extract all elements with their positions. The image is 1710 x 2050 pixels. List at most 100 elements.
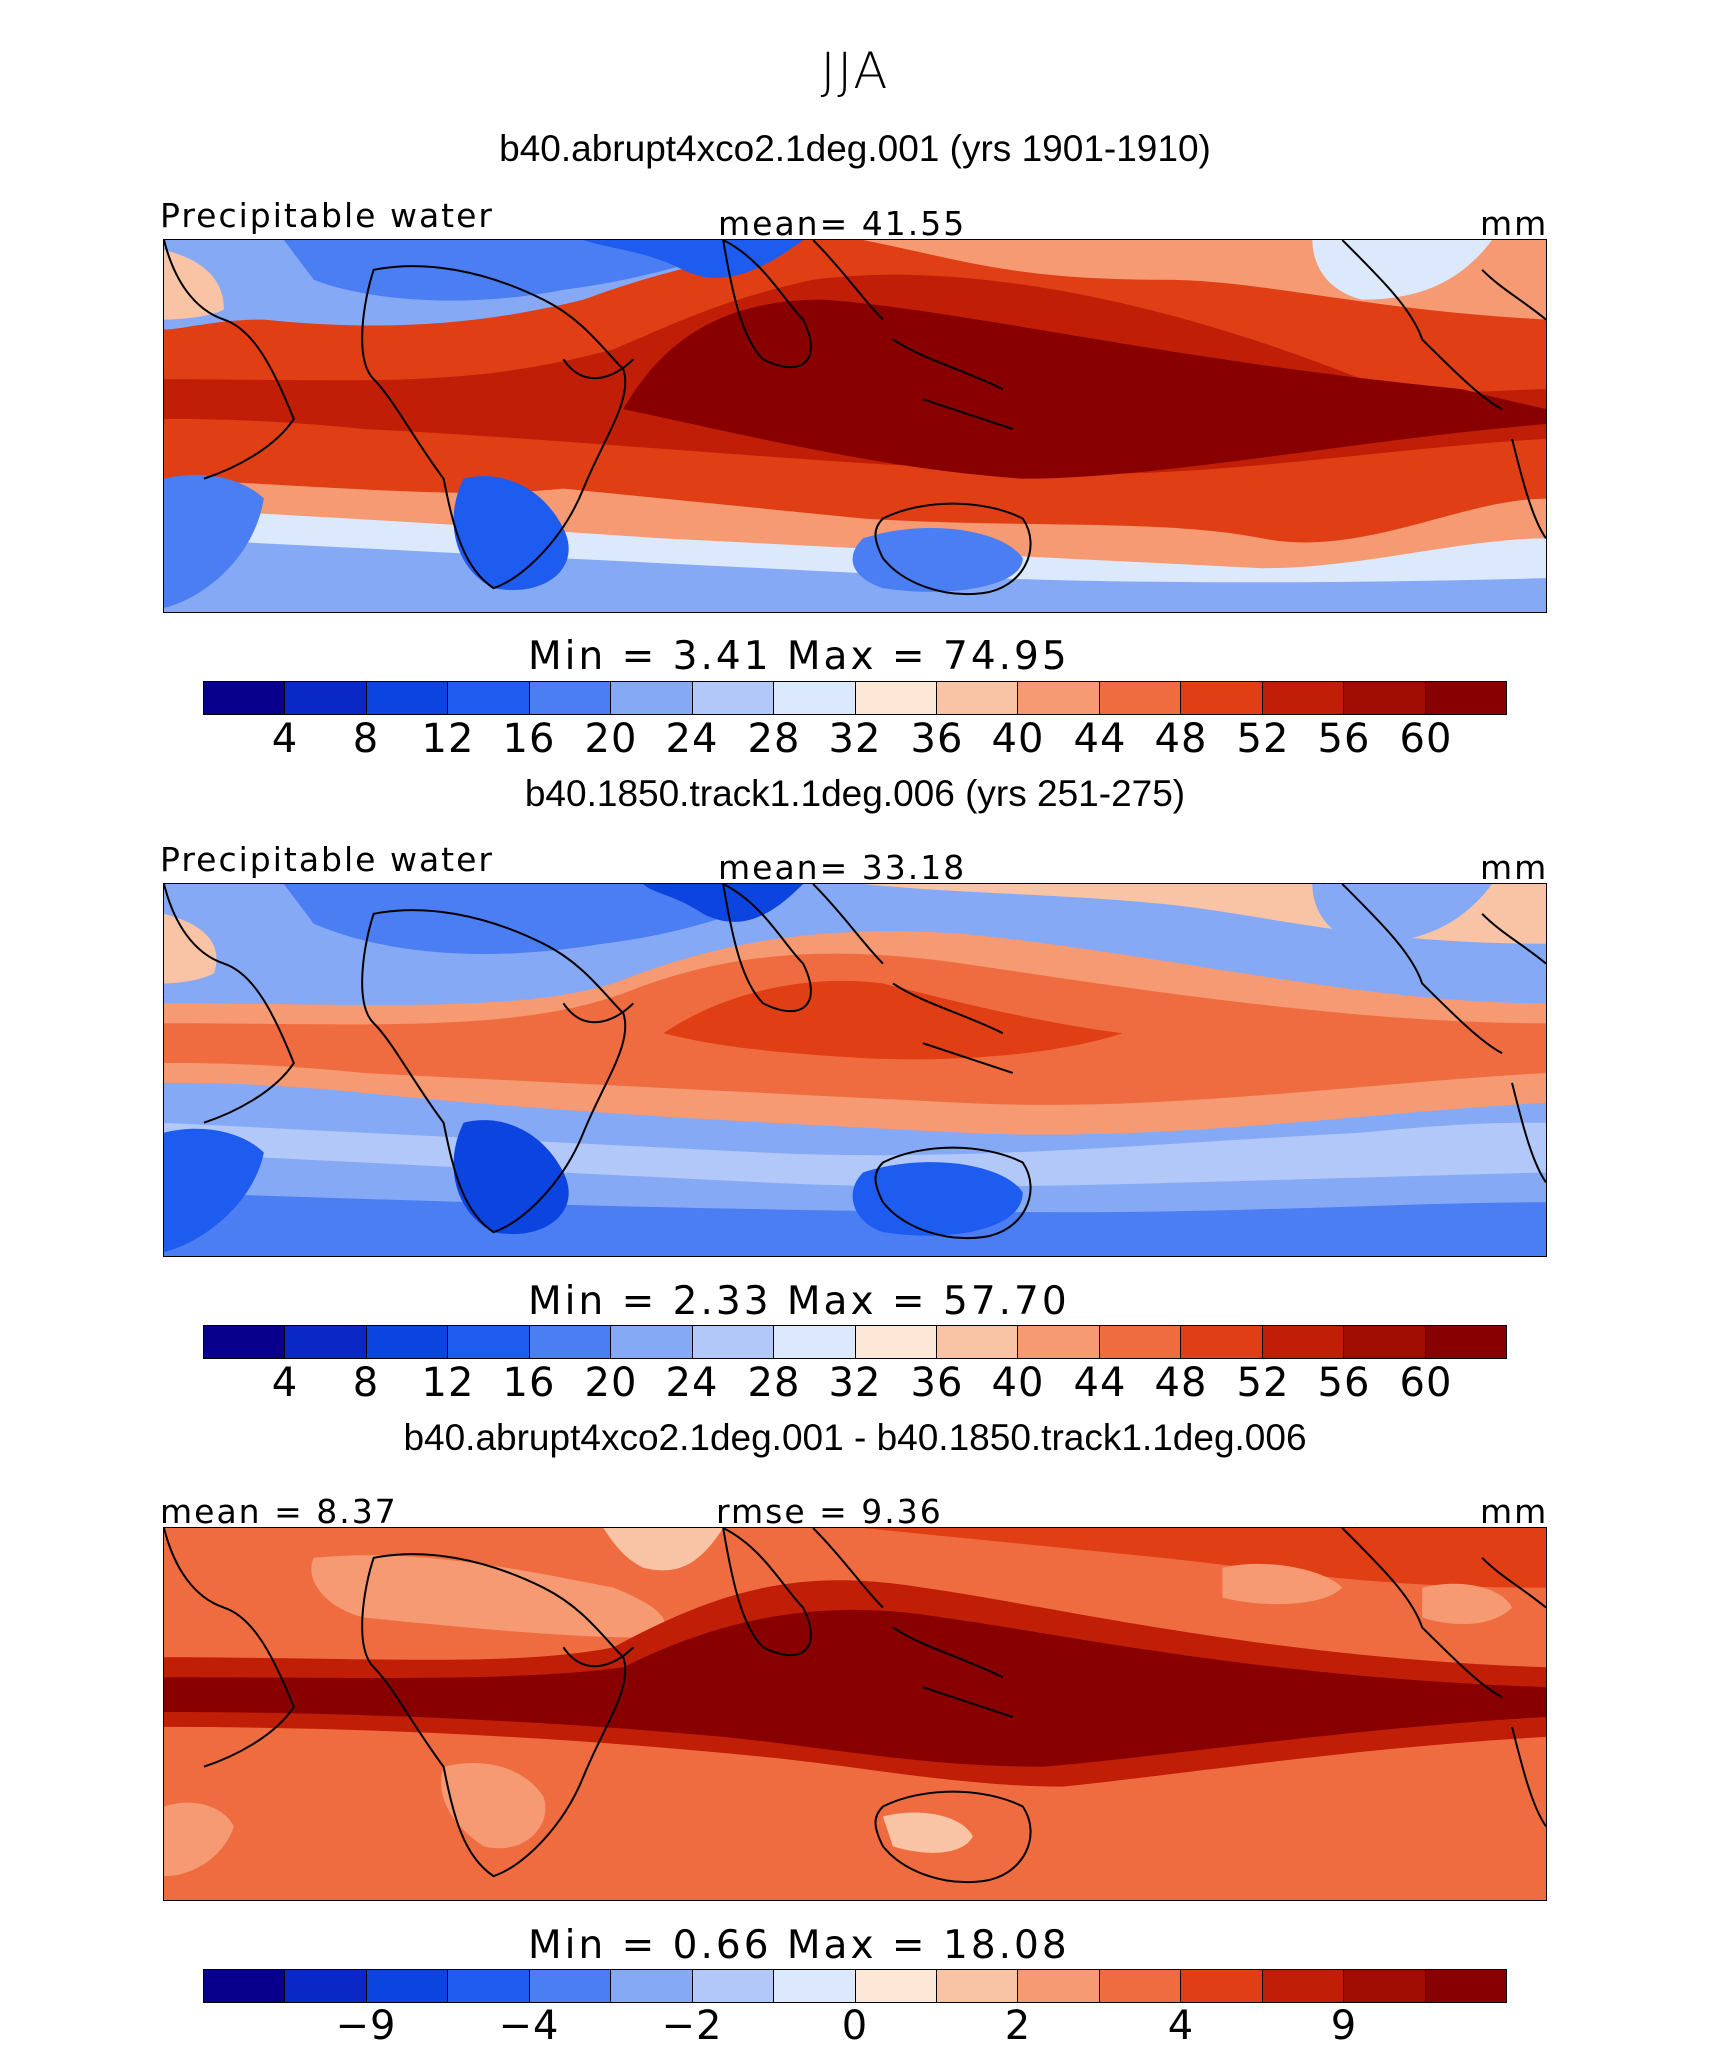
color-swatch xyxy=(611,682,693,714)
panel1-variable-label: Precipitable water xyxy=(160,196,494,235)
colorbar-tick-label: 48 xyxy=(1154,1360,1208,1406)
panel3-map xyxy=(163,1527,1547,1901)
color-swatch xyxy=(936,1970,1019,2002)
color-swatch xyxy=(204,682,286,714)
colorbar-tick-label: 28 xyxy=(747,1360,801,1406)
color-swatch xyxy=(1181,1326,1263,1358)
panel1-units-label: mm xyxy=(1480,204,1549,243)
color-swatch xyxy=(204,1970,286,2002)
colorbar-tick-label: 4 xyxy=(271,716,299,762)
colorbar-tick-label: 0 xyxy=(841,2003,869,2049)
panel1-mean-label: mean= 41.55 xyxy=(718,204,967,243)
colorbar-tick-label: 28 xyxy=(747,716,801,762)
colorbar-tick-label: 8 xyxy=(352,1360,380,1406)
color-swatch xyxy=(611,1326,693,1358)
panel2-variable-label: Precipitable water xyxy=(160,840,494,879)
colorbar-tick-label: 32 xyxy=(828,716,882,762)
color-swatch xyxy=(774,682,856,714)
colorbar-tick-label: 36 xyxy=(910,1360,964,1406)
panel1-colorbar xyxy=(203,681,1507,715)
panel3-rmse-label: rmse = 9.36 xyxy=(716,1492,943,1531)
color-swatch xyxy=(529,682,612,714)
colorbar-tick-label: 16 xyxy=(502,716,556,762)
color-swatch xyxy=(774,1326,856,1358)
color-swatch xyxy=(692,1326,775,1358)
colorbar-tick-label: 44 xyxy=(1073,716,1127,762)
color-swatch xyxy=(285,682,367,714)
color-swatch xyxy=(1344,682,1426,714)
figure-title: JJA xyxy=(820,42,890,100)
color-swatch xyxy=(1099,1970,1182,2002)
color-swatch xyxy=(1425,682,1506,714)
color-swatch xyxy=(1018,1326,1100,1358)
color-swatch xyxy=(936,682,1019,714)
panel3-minmax: Min = 0.66 Max = 18.08 xyxy=(528,1923,1070,1968)
color-swatch xyxy=(529,1970,612,2002)
color-swatch xyxy=(855,682,937,714)
colorbar-tick-label: 36 xyxy=(910,716,964,762)
colorbar-tick-label: −9 xyxy=(335,2003,397,2049)
panel2-minmax: Min = 2.33 Max = 57.70 xyxy=(528,1279,1070,1324)
color-swatch xyxy=(611,1970,693,2002)
colorbar-tick-label: 56 xyxy=(1317,716,1371,762)
color-swatch xyxy=(1018,1970,1100,2002)
color-swatch xyxy=(1344,1970,1426,2002)
panel2-map xyxy=(163,883,1547,1257)
colorbar-tick-label: 20 xyxy=(584,1360,638,1406)
color-swatch xyxy=(1344,1326,1426,1358)
colorbar-tick-label: 52 xyxy=(1236,716,1290,762)
colorbar-tick-label: −2 xyxy=(661,2003,723,2049)
colorbar-tick-label: −4 xyxy=(498,2003,560,2049)
color-swatch xyxy=(529,1326,612,1358)
color-swatch xyxy=(855,1326,937,1358)
panel1-map xyxy=(163,239,1547,613)
color-swatch xyxy=(1099,682,1182,714)
color-swatch xyxy=(448,1970,530,2002)
colorbar-tick-label: 8 xyxy=(352,716,380,762)
color-swatch xyxy=(692,1970,775,2002)
colorbar-tick-label: 12 xyxy=(421,1360,475,1406)
color-swatch xyxy=(774,1970,856,2002)
panel2-case-title: b40.1850.track1.1deg.006 (yrs 251-275) xyxy=(524,773,1186,814)
colorbar-tick-label: 56 xyxy=(1317,1360,1371,1406)
colorbar-tick-label: 9 xyxy=(1330,2003,1358,2049)
colorbar-tick-label: 4 xyxy=(1167,2003,1195,2049)
colorbar-tick-label: 2 xyxy=(1004,2003,1032,2049)
colorbar-tick-label: 40 xyxy=(991,1360,1045,1406)
color-swatch xyxy=(1018,682,1100,714)
panel2-mean-label: mean= 33.18 xyxy=(718,848,967,887)
color-swatch xyxy=(1099,1326,1182,1358)
colorbar-tick-label: 52 xyxy=(1236,1360,1290,1406)
panel3-colorbar xyxy=(203,1969,1507,2003)
panel2-colorbar xyxy=(203,1325,1507,1359)
color-swatch xyxy=(285,1970,367,2002)
panel1-minmax: Min = 3.41 Max = 74.95 xyxy=(528,634,1070,679)
colorbar-tick-label: 40 xyxy=(991,716,1045,762)
colorbar-tick-label: 44 xyxy=(1073,1360,1127,1406)
color-swatch xyxy=(1425,1326,1506,1358)
color-swatch xyxy=(692,682,775,714)
colorbar-tick-label: 12 xyxy=(421,716,475,762)
colorbar-tick-label: 32 xyxy=(828,1360,882,1406)
color-swatch xyxy=(1425,1970,1506,2002)
panel3-units-label: mm xyxy=(1480,1492,1549,1531)
color-swatch xyxy=(855,1970,937,2002)
color-swatch xyxy=(1181,1970,1263,2002)
colorbar-tick-label: 60 xyxy=(1399,716,1453,762)
colorbar-tick-label: 16 xyxy=(502,1360,556,1406)
color-swatch xyxy=(285,1326,367,1358)
color-swatch xyxy=(1262,682,1345,714)
colorbar-tick-label: 24 xyxy=(665,716,719,762)
color-swatch xyxy=(448,682,530,714)
color-swatch xyxy=(366,1326,449,1358)
colorbar-tick-label: 24 xyxy=(665,1360,719,1406)
panel2-units-label: mm xyxy=(1480,848,1549,887)
color-swatch xyxy=(204,1326,286,1358)
colorbar-tick-label: 20 xyxy=(584,716,638,762)
color-swatch xyxy=(366,682,449,714)
colorbar-tick-label: 4 xyxy=(271,1360,299,1406)
color-swatch xyxy=(1262,1970,1345,2002)
color-swatch xyxy=(1181,682,1263,714)
colorbar-tick-label: 48 xyxy=(1154,716,1208,762)
panel1-case-title: b40.abrupt4xco2.1deg.001 (yrs 1901-1910) xyxy=(499,128,1211,169)
